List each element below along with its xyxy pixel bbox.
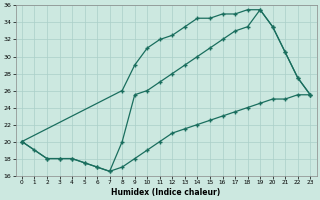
X-axis label: Humidex (Indice chaleur): Humidex (Indice chaleur) [111, 188, 221, 197]
